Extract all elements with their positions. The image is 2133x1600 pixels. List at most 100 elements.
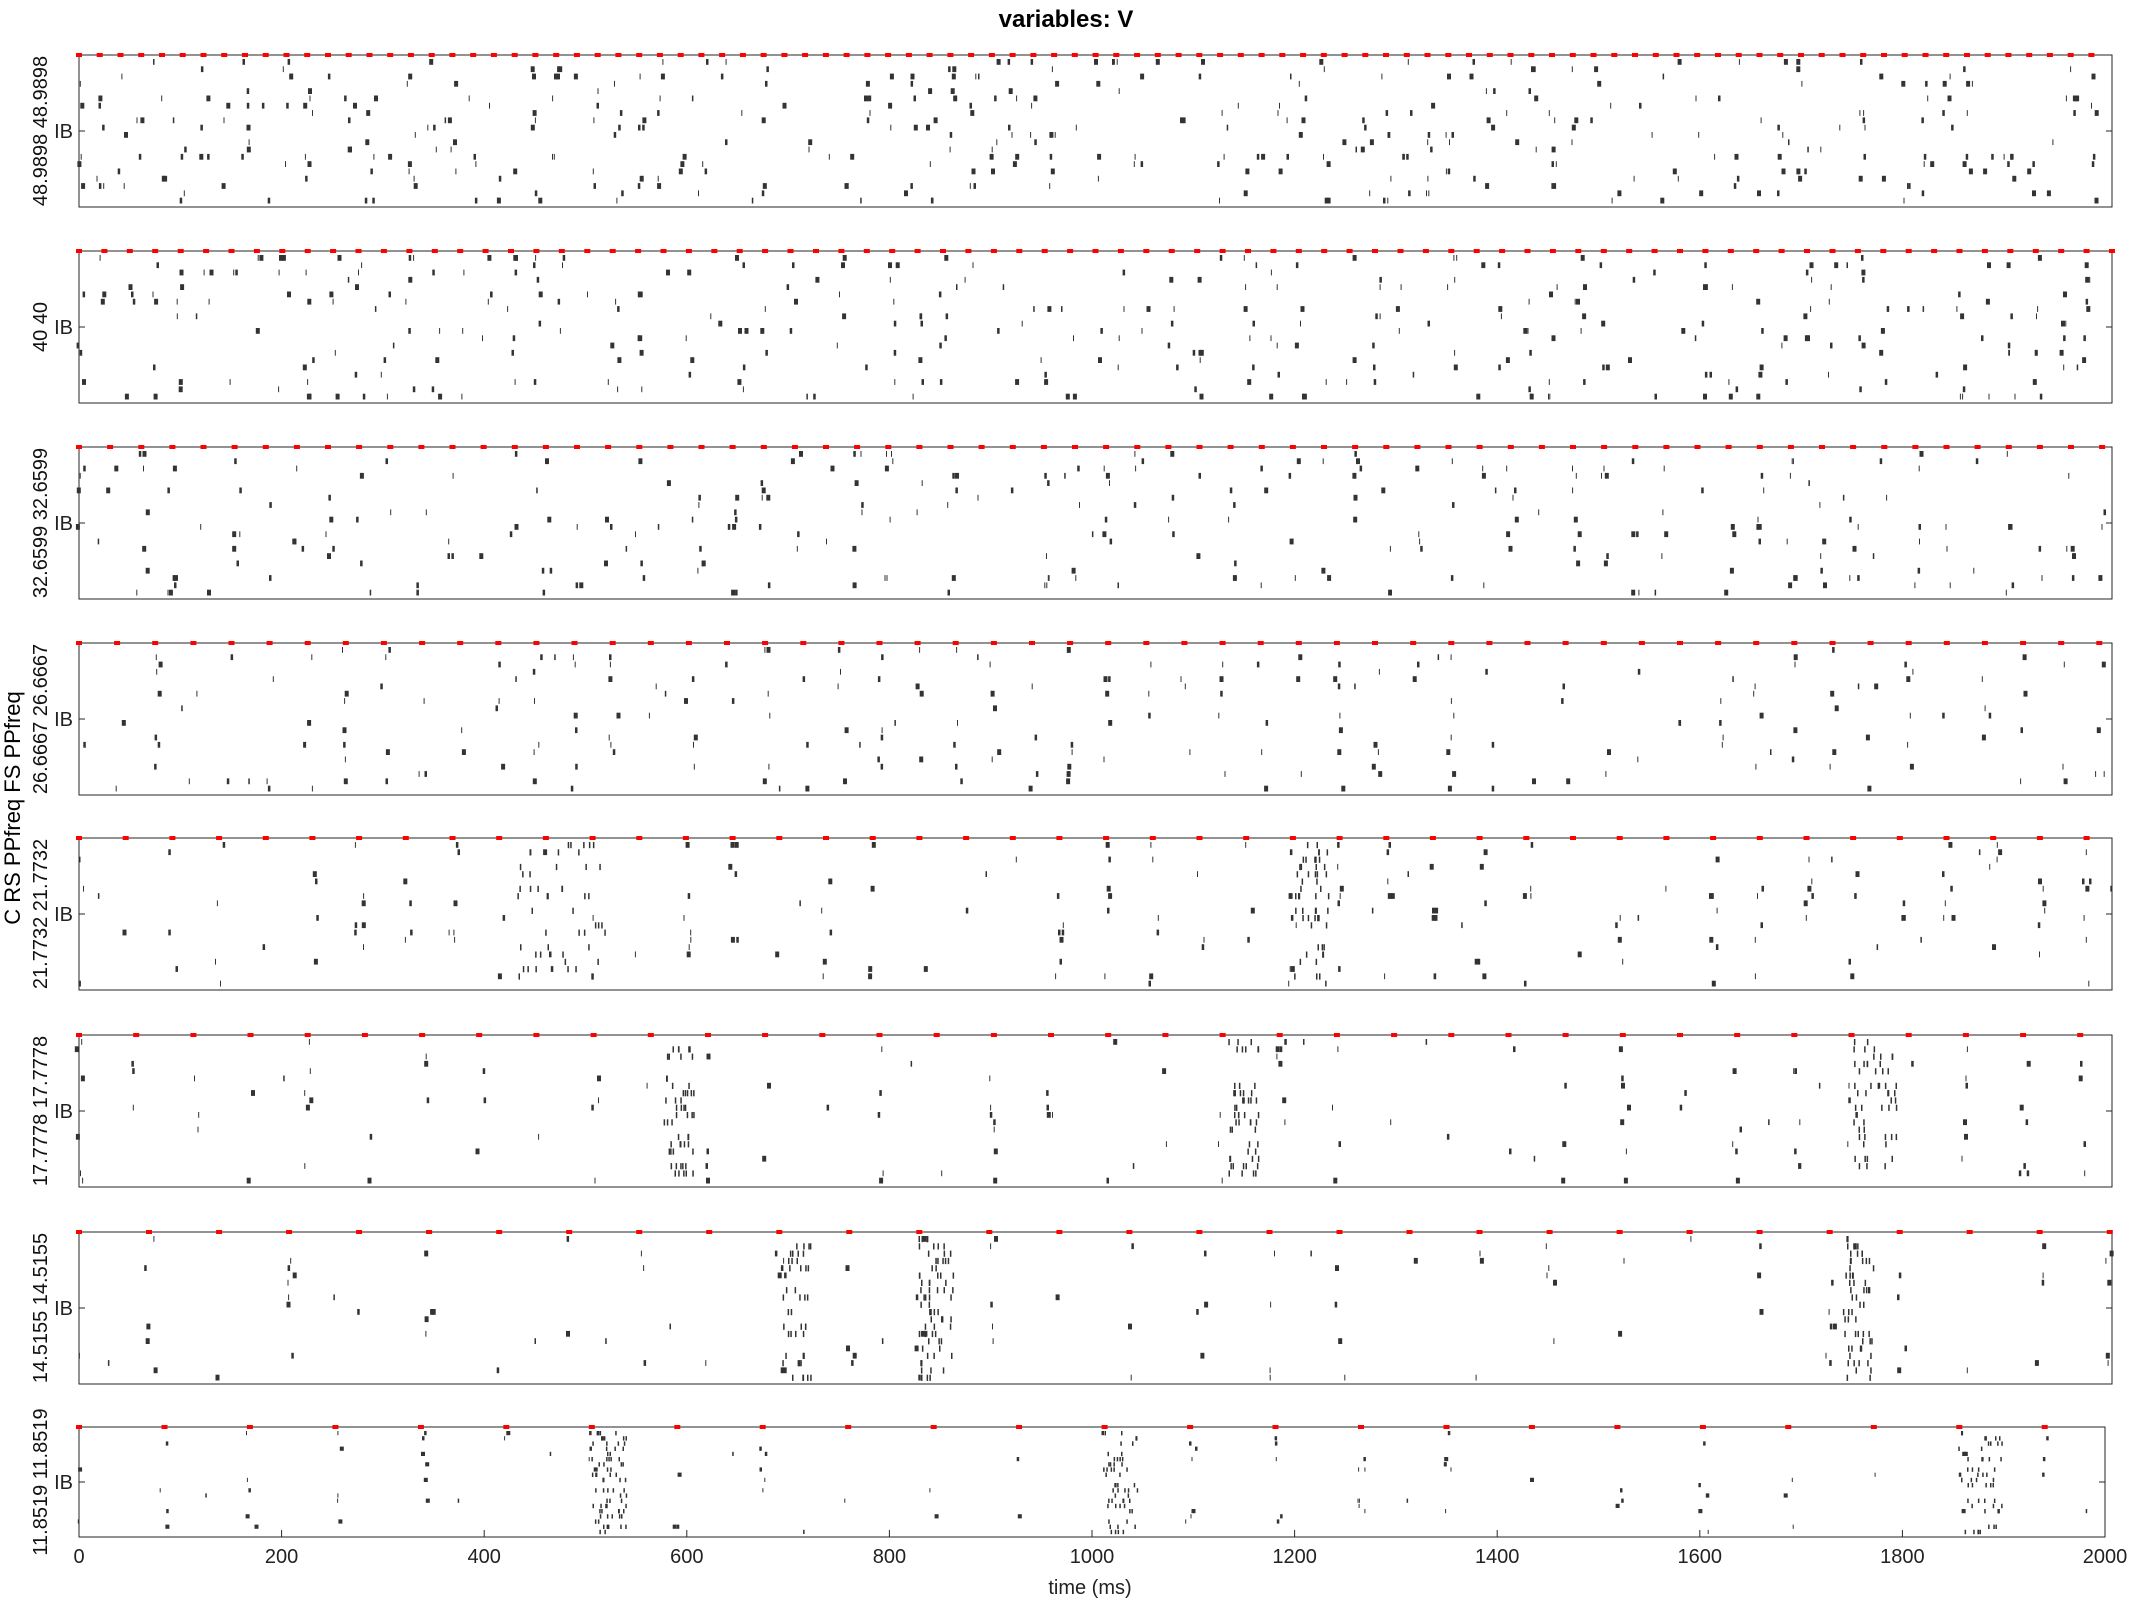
input-marker xyxy=(1966,1230,1973,1234)
input-marker xyxy=(1051,53,1058,57)
input-marker xyxy=(1143,249,1150,253)
spike-mark xyxy=(1807,885,1812,892)
input-marker xyxy=(1896,836,1903,840)
spike-mark xyxy=(575,966,577,973)
spike-mark xyxy=(233,269,235,276)
spike-mark xyxy=(1062,922,1064,929)
spike-mark xyxy=(79,856,81,863)
spike-mark xyxy=(583,929,586,936)
input-marker xyxy=(1524,249,1531,253)
spike-mark xyxy=(1384,973,1386,980)
spike-mark xyxy=(165,1441,169,1446)
spike-mark xyxy=(912,393,914,400)
spike-mark xyxy=(736,936,739,943)
spike-mark xyxy=(675,1112,678,1119)
spike-mark xyxy=(172,465,177,472)
spike-mark xyxy=(798,1360,801,1367)
spike-mark xyxy=(408,73,413,80)
spike-mark xyxy=(156,262,159,269)
spike-mark xyxy=(1133,502,1137,508)
spike-mark xyxy=(1759,1243,1762,1250)
spike-mark xyxy=(955,487,958,494)
spike-mark xyxy=(894,720,896,726)
input-marker xyxy=(1196,1230,1203,1234)
spike-mark xyxy=(951,73,956,80)
spike-mark xyxy=(1962,1451,1967,1456)
spike-mark xyxy=(102,291,107,298)
spike-mark xyxy=(532,778,537,785)
spike-mark xyxy=(1071,567,1076,574)
spike-mark xyxy=(166,1509,169,1514)
spike-mark xyxy=(973,183,976,189)
spike-mark xyxy=(262,944,266,950)
spike-mark xyxy=(1229,487,1233,494)
spike-mark xyxy=(1358,1467,1360,1472)
spike-mark xyxy=(1180,676,1182,682)
spike-mark xyxy=(1854,893,1857,899)
input-marker xyxy=(1943,53,1950,57)
spike-mark xyxy=(672,1524,677,1529)
spike-mark xyxy=(607,1451,609,1457)
spike-mark xyxy=(766,647,771,653)
spike-mark xyxy=(1270,1301,1272,1308)
spike-mark xyxy=(1066,771,1071,777)
input-marker xyxy=(470,53,477,57)
spike-mark xyxy=(1288,472,1292,479)
input-marker xyxy=(490,53,497,57)
spike-mark xyxy=(617,357,622,363)
spike-mark xyxy=(309,393,312,400)
spike-mark xyxy=(463,269,465,276)
spike-mark xyxy=(996,139,998,146)
input-marker xyxy=(729,836,736,840)
spike-mark xyxy=(1820,146,1822,153)
input-marker xyxy=(656,53,663,57)
spike-mark xyxy=(1605,771,1607,777)
spike-mark xyxy=(640,560,643,567)
spike-mark xyxy=(1239,1090,1242,1097)
spike-mark xyxy=(1988,1457,1991,1462)
spike-mark xyxy=(1148,712,1151,719)
spike-mark xyxy=(953,741,956,748)
spike-mark xyxy=(522,871,524,878)
spike-mark xyxy=(951,1352,953,1359)
spike-mark xyxy=(344,95,347,102)
spike-mark xyxy=(229,379,231,385)
spike-mark xyxy=(732,1451,734,1456)
spike-mark xyxy=(1798,1163,1800,1169)
spike-mark xyxy=(1130,1374,1132,1381)
spike-mark xyxy=(938,291,942,298)
input-marker xyxy=(1105,1033,1112,1037)
spike-mark xyxy=(550,966,554,972)
spike-mark xyxy=(2005,589,2007,596)
spike-mark xyxy=(506,1431,511,1436)
spike-mark xyxy=(325,531,327,538)
spike-mark xyxy=(1114,1493,1117,1498)
spike-mark xyxy=(205,1493,207,1498)
spike-mark xyxy=(1453,712,1455,719)
spike-mark xyxy=(422,1436,425,1441)
spike-mark xyxy=(933,117,938,124)
spike-mark xyxy=(132,1068,135,1074)
spike-mark xyxy=(1228,1170,1230,1177)
spike-mark xyxy=(1318,915,1320,922)
spike-mark xyxy=(414,132,416,138)
spike-mark xyxy=(881,1338,884,1344)
spike-mark xyxy=(535,966,537,973)
spike-mark xyxy=(1793,727,1798,734)
spike-mark xyxy=(1829,1323,1833,1330)
spike-mark xyxy=(680,1053,682,1060)
spike-mark xyxy=(282,66,284,73)
spike-mark xyxy=(1195,1446,1198,1451)
spike-mark xyxy=(1998,1509,2000,1514)
spike-mark xyxy=(1861,269,1866,276)
spike-mark xyxy=(1413,1257,1418,1264)
spike-mark xyxy=(866,117,870,124)
input-marker xyxy=(431,249,438,253)
spike-mark xyxy=(1807,146,1809,153)
spike-mark xyxy=(1509,1148,1512,1155)
spike-mark xyxy=(1150,842,1152,848)
spike-mark xyxy=(1183,117,1186,124)
spike-mark xyxy=(1482,973,1487,980)
spike-mark xyxy=(871,842,876,848)
spike-mark xyxy=(1203,936,1205,943)
